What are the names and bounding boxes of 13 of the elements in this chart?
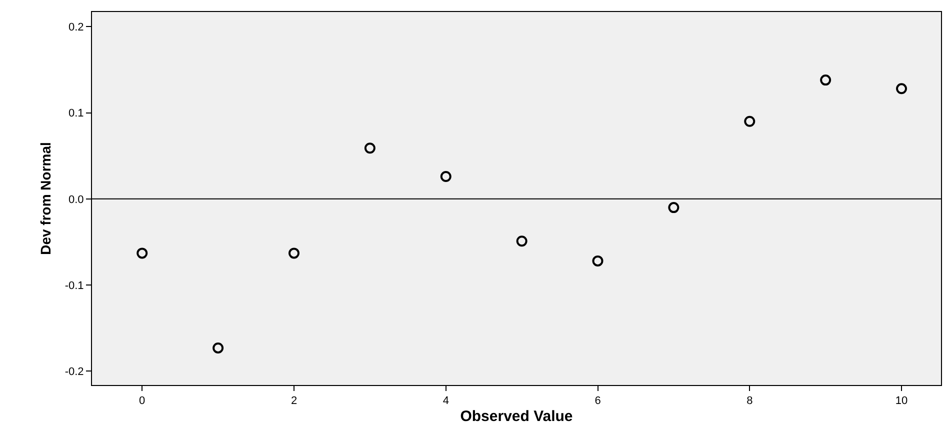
y-tick-label: -0.1	[64, 280, 84, 292]
y-tick-label: -0.2	[64, 366, 84, 378]
x-tick-label: 10	[895, 395, 908, 408]
x-tick-label: 8	[746, 395, 753, 408]
y-tick-label: 0.1	[68, 108, 84, 120]
x-tick-label: 2	[290, 395, 298, 408]
y-tick-label: 0.0	[68, 194, 84, 206]
y-axis-title: Dev from Normal	[37, 142, 54, 255]
x-tick-label: 6	[594, 395, 601, 408]
y-tick-label: 0.2	[68, 21, 84, 34]
x-tick-label: 4	[442, 395, 449, 408]
x-tick-label: 0	[139, 395, 146, 408]
x-axis-title: Observed Value	[460, 408, 573, 426]
